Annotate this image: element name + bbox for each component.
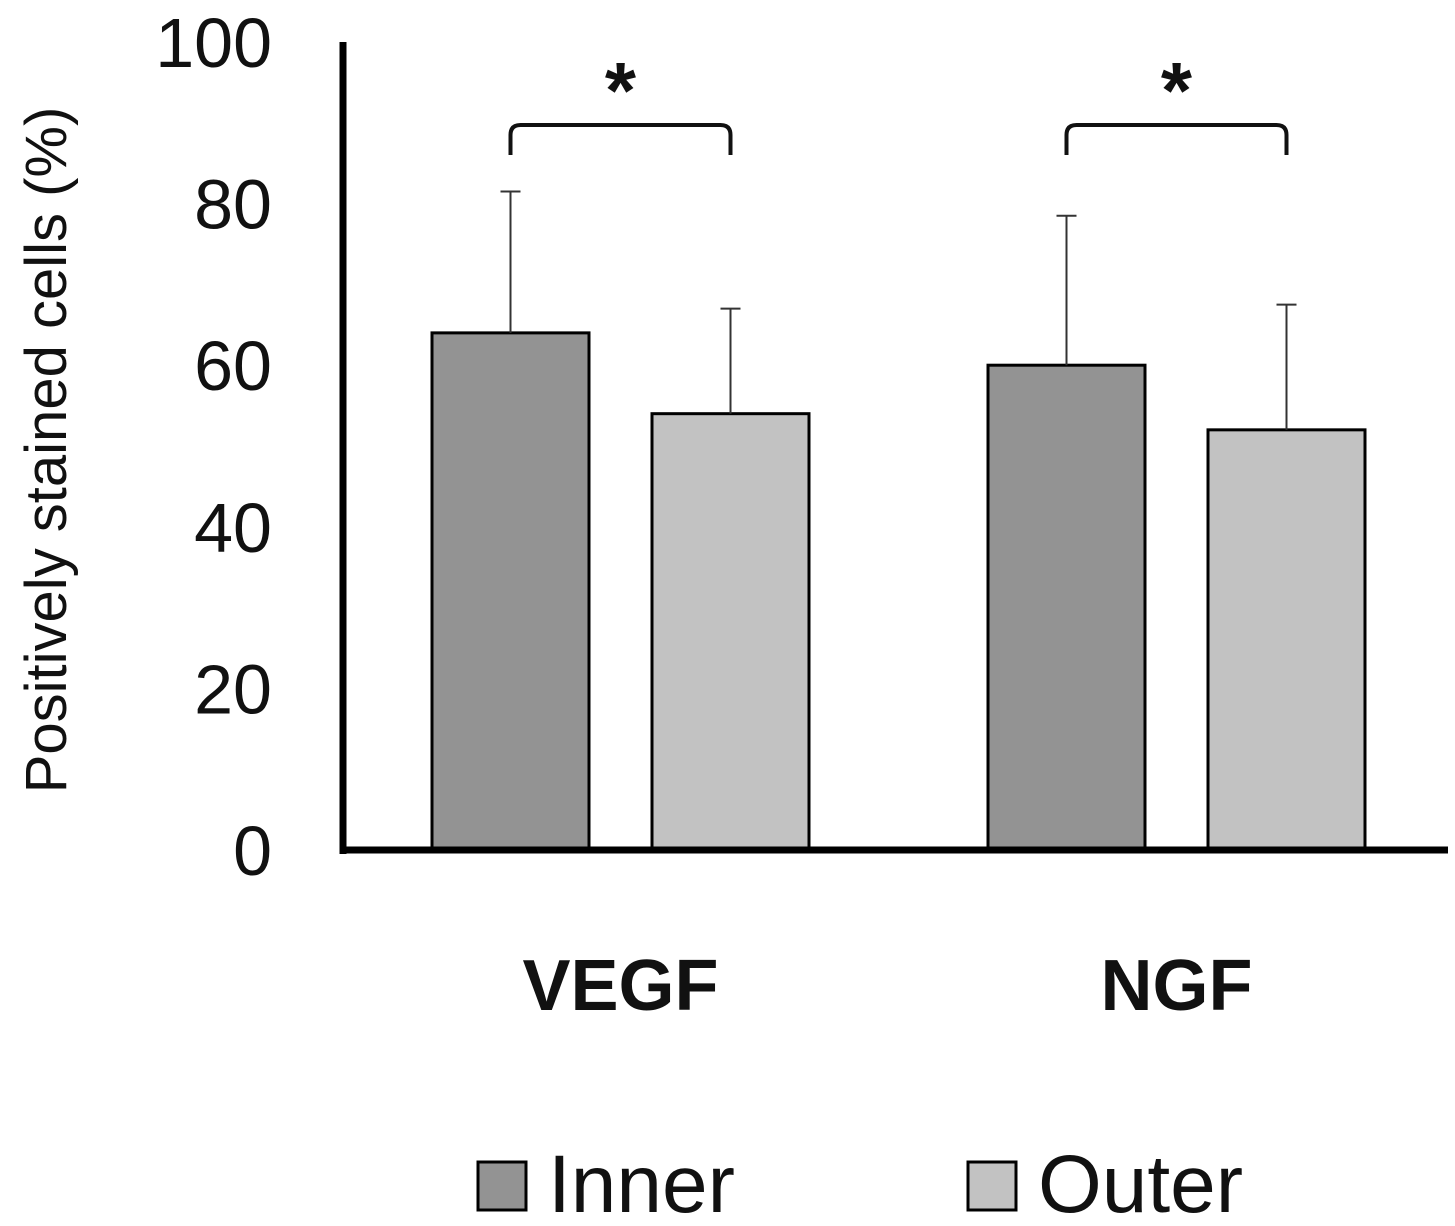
y-tick-label-60: 60 (194, 327, 272, 405)
legend-swatch-outer (966, 1160, 1018, 1212)
significance-bracket-vegf (508, 123, 733, 155)
y-tick-label-100: 100 (155, 4, 272, 82)
x-category-label-vegf: VEGF (522, 946, 718, 1026)
significance-star-ngf: * (1161, 46, 1193, 135)
bar-ngf-outer (1206, 428, 1367, 852)
y-tick-label-0: 0 (233, 812, 272, 890)
legend-label-outer: Outer (1038, 1139, 1243, 1226)
legend-label-inner: Inner (548, 1139, 735, 1226)
bar-vegf-outer (650, 412, 811, 852)
y-axis-title: Positively stained cells (%) (14, 107, 79, 794)
significance-bracket-ngf (1064, 123, 1289, 155)
bar-vegf-inner (430, 331, 591, 852)
significance-star-vegf: * (605, 46, 637, 135)
y-tick-label-80: 80 (194, 166, 272, 244)
y-tick-label-40: 40 (194, 489, 272, 567)
y-tick-label-20: 20 (194, 650, 272, 728)
bar-ngf-inner (986, 363, 1147, 852)
x-category-label-ngf: NGF (1101, 946, 1253, 1026)
legend-swatch-inner (476, 1160, 528, 1212)
